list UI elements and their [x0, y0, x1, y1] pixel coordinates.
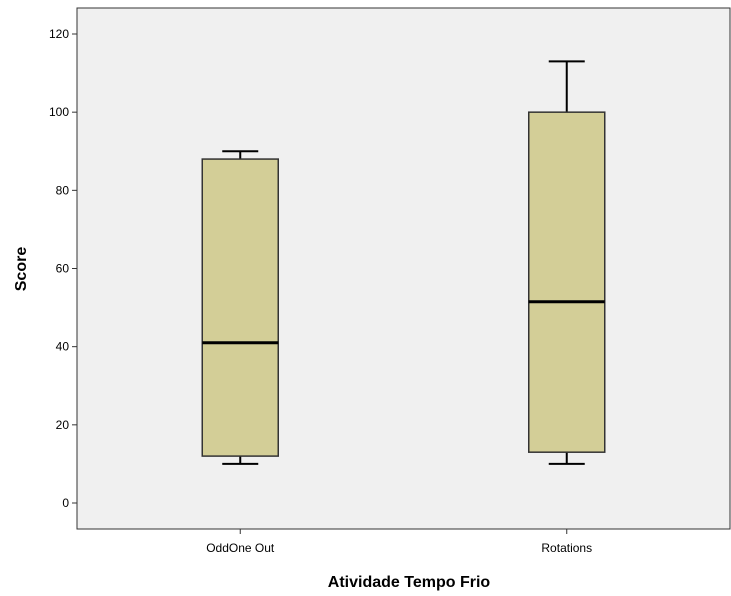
iqr-box [201, 158, 279, 457]
x-tick-label: Rotations [541, 541, 592, 555]
y-tick-label: 40 [56, 340, 70, 354]
x-axis-title: Atividade Tempo Frio [328, 574, 491, 591]
y-tick-label: 60 [56, 262, 70, 276]
box-group [201, 150, 279, 465]
x-tick-label: OddOne Out [206, 541, 275, 555]
x-axis: OddOne Out Rotations [206, 529, 592, 555]
y-tick-label: 0 [62, 496, 69, 510]
y-tick-label: 120 [49, 27, 69, 41]
iqr-box [528, 111, 606, 453]
y-axis: 0 20 40 60 80 100 120 [49, 27, 77, 510]
y-tick-label: 80 [56, 183, 70, 197]
boxes [201, 60, 606, 465]
y-tick-label: 100 [49, 105, 69, 119]
y-axis-title: Score [13, 247, 30, 292]
plot-area [76, 7, 731, 530]
box-group [528, 60, 606, 465]
y-tick-label: 20 [56, 418, 70, 432]
